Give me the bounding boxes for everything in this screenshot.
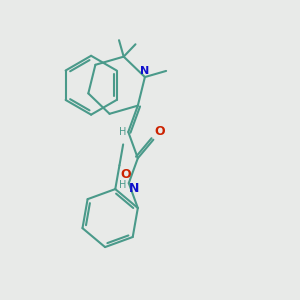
Text: H: H [119,127,127,137]
Text: O: O [155,125,165,138]
Text: O: O [120,168,131,181]
Text: H: H [118,181,126,190]
Text: N: N [129,182,140,195]
Text: N: N [140,66,149,76]
